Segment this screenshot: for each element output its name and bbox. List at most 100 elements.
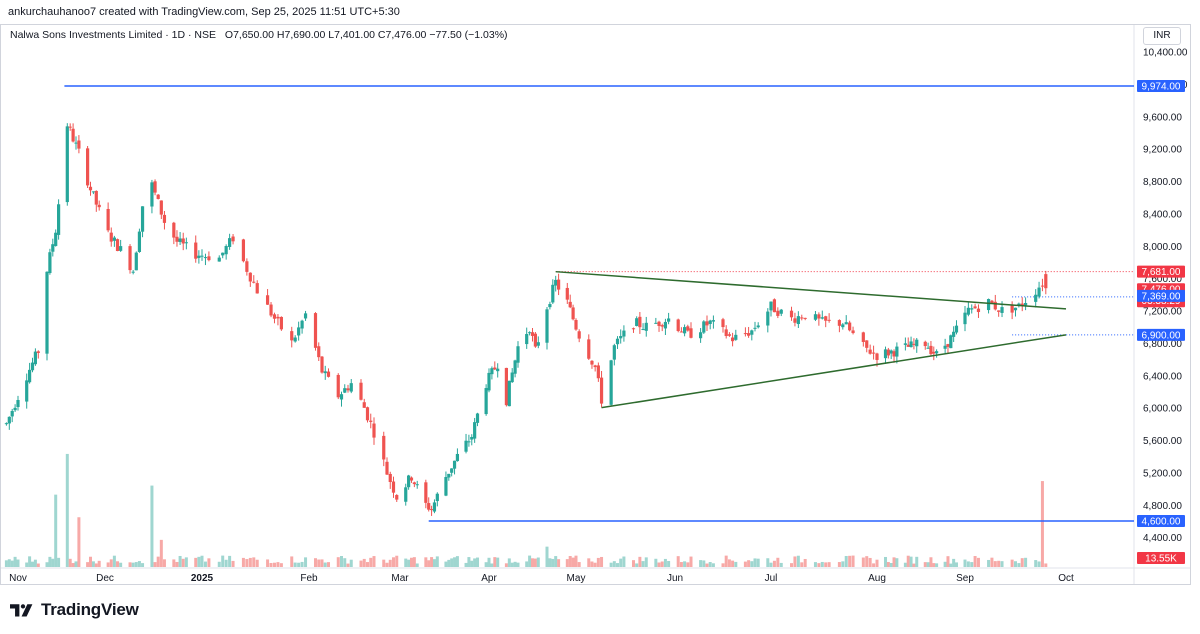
volume-bar [385, 562, 389, 567]
candle-body [1020, 303, 1024, 306]
candle-body [548, 304, 552, 308]
candle-body [803, 317, 807, 319]
volume-bar [841, 561, 845, 567]
volume-bar [915, 556, 919, 567]
candle-body [16, 399, 20, 408]
candle-body [796, 316, 800, 325]
y-tick-label: 4,800.00 [1143, 501, 1182, 512]
volume-bar [557, 559, 561, 567]
candle-body [217, 257, 221, 262]
volume-bar [453, 557, 457, 567]
volume-bar [487, 557, 491, 567]
volume-bar [241, 557, 245, 567]
candle-body [194, 242, 198, 259]
y-tick-label: 9,200.00 [1143, 145, 1182, 156]
volume-bar [444, 561, 448, 567]
candle-body [889, 350, 893, 354]
candle-body [385, 461, 389, 475]
candle-body [369, 420, 373, 422]
candle-body [128, 246, 132, 271]
candle-body [769, 301, 773, 311]
volume-bar [94, 563, 98, 567]
price-label-text: 9,974.00 [1142, 82, 1181, 93]
candle-body [536, 342, 540, 346]
volume-bar [181, 558, 185, 567]
candle-body [343, 388, 347, 393]
volume-bar [504, 563, 508, 567]
volume-bar [711, 563, 715, 567]
y-tick-label: 8,400.00 [1143, 209, 1182, 220]
candle-body [966, 307, 970, 315]
candle-body [372, 423, 376, 438]
candle-body [686, 326, 690, 331]
candle-body [450, 468, 454, 473]
volume-bar [528, 555, 532, 567]
candle-body [909, 341, 913, 348]
x-tick-label: 2025 [191, 573, 214, 584]
candle-body [654, 322, 658, 324]
candle-body [1013, 307, 1018, 311]
volume-bar [554, 556, 558, 567]
volume-bar [577, 562, 581, 567]
volume-bar [65, 453, 69, 567]
volume-bar [676, 556, 680, 567]
tradingview-brand[interactable]: TradingView [10, 599, 139, 621]
volume-bar [430, 557, 434, 567]
candle-body [65, 126, 69, 203]
candle-body [447, 473, 451, 478]
candle-body [883, 349, 888, 359]
volume-bar [36, 563, 40, 567]
price-label-box [1137, 80, 1185, 92]
candle-body [727, 334, 731, 336]
price-label-text: 4,600.00 [1142, 517, 1181, 528]
price-label-text: 7,369.00 [1142, 291, 1181, 302]
candle-body [197, 255, 201, 258]
volume-bar [412, 557, 416, 567]
volume-bar [248, 557, 252, 567]
candle-body [915, 339, 919, 347]
volume-bar [272, 562, 276, 567]
volume-bar [340, 556, 343, 567]
trendline[interactable] [555, 270, 1067, 310]
x-tick-label: Oct [1058, 573, 1074, 584]
candle-body [824, 316, 828, 321]
candle-body [407, 475, 411, 488]
change-value: −77.50 (−1.03%) [429, 29, 508, 41]
volume-bar [388, 559, 392, 567]
candle-body [663, 321, 668, 329]
volume-bar [796, 555, 800, 567]
price-label-box [1137, 265, 1185, 278]
candle-body [667, 318, 671, 322]
volume-bar [906, 555, 910, 567]
candle-body [679, 331, 683, 333]
volume-bar [516, 562, 520, 567]
volume-bar [600, 556, 604, 567]
candle-body [504, 367, 508, 406]
volume-bar [320, 559, 324, 567]
volume-bar [987, 559, 991, 567]
volume-bar [889, 563, 893, 567]
candle-body [871, 352, 876, 354]
candle-body [841, 324, 845, 328]
volume-bar [574, 555, 578, 567]
currency-badge[interactable]: INR [1143, 27, 1181, 45]
candle-body [533, 333, 537, 347]
candle-body [516, 346, 520, 363]
volume-bar [184, 557, 188, 567]
candle-body [134, 252, 138, 271]
volume-bar [886, 562, 890, 567]
candle-body [800, 317, 804, 319]
symbol-name[interactable]: Nalwa Sons Investments Limited · 1D · NS… [10, 29, 216, 41]
volume-bar [875, 559, 879, 567]
top-bar: ankurchauhanoo7 created with TradingView… [0, 0, 1200, 24]
trendline[interactable] [601, 334, 1067, 409]
candle-body [657, 321, 661, 326]
volume-bar [86, 562, 90, 567]
candle-body [1040, 285, 1045, 287]
candle-body [48, 252, 52, 274]
candle-body [660, 325, 664, 327]
volume-bar [77, 517, 81, 567]
attribution-text: ankurchauhanoo7 created with TradingView… [8, 6, 400, 18]
candle-body [112, 237, 116, 241]
